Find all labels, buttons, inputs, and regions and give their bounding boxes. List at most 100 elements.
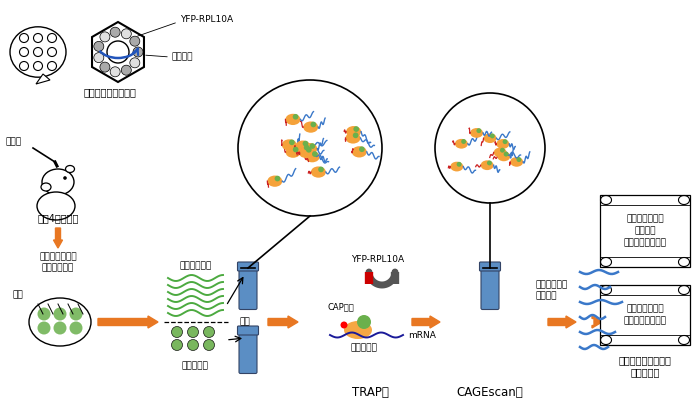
Ellipse shape — [497, 151, 510, 161]
Text: 細脹体の層: 細脹体の層 — [181, 362, 209, 370]
Circle shape — [53, 321, 66, 334]
Text: プルキンエ細脹: プルキンエ細脹 — [626, 214, 664, 224]
Circle shape — [100, 32, 110, 42]
Text: mRNA: mRNA — [408, 331, 436, 339]
FancyBboxPatch shape — [239, 267, 257, 309]
Circle shape — [517, 157, 522, 162]
Circle shape — [69, 308, 83, 321]
Ellipse shape — [494, 148, 507, 157]
FancyArrow shape — [268, 316, 298, 328]
Ellipse shape — [435, 93, 545, 203]
FancyBboxPatch shape — [480, 262, 500, 271]
Circle shape — [172, 339, 183, 351]
Circle shape — [503, 139, 507, 144]
FancyBboxPatch shape — [600, 285, 690, 345]
Circle shape — [204, 326, 214, 337]
Ellipse shape — [286, 147, 300, 158]
FancyBboxPatch shape — [237, 262, 258, 271]
Text: 特異的な発現: 特異的な発現 — [42, 263, 74, 273]
Ellipse shape — [303, 122, 319, 133]
Circle shape — [306, 147, 312, 153]
Circle shape — [121, 65, 132, 75]
Text: YFP-RPL10A: YFP-RPL10A — [351, 255, 405, 265]
Text: 微注入: 微注入 — [5, 138, 21, 146]
Text: 樹状突起の層: 樹状突起の層 — [180, 262, 212, 270]
Ellipse shape — [496, 139, 510, 149]
Circle shape — [94, 41, 104, 51]
Circle shape — [354, 126, 359, 132]
Circle shape — [302, 141, 308, 146]
Ellipse shape — [37, 192, 75, 220]
Circle shape — [309, 143, 315, 149]
Text: 特異的なタンパク質: 特異的なタンパク質 — [619, 355, 671, 365]
Ellipse shape — [450, 162, 463, 171]
Circle shape — [304, 145, 309, 150]
FancyArrow shape — [592, 316, 602, 328]
Text: TRAP法: TRAP法 — [351, 385, 388, 398]
Ellipse shape — [510, 157, 523, 167]
Text: プルキンエ細脹: プルキンエ細脹 — [39, 252, 77, 262]
Circle shape — [130, 36, 140, 46]
Text: 特異的タンパク質: 特異的タンパク質 — [624, 316, 666, 326]
Circle shape — [38, 308, 50, 321]
Circle shape — [461, 139, 466, 144]
Ellipse shape — [299, 147, 314, 158]
Circle shape — [94, 53, 104, 63]
Circle shape — [353, 133, 358, 138]
Text: 読み出し: 読み出し — [535, 291, 556, 301]
Circle shape — [311, 122, 316, 127]
Ellipse shape — [311, 166, 326, 178]
Circle shape — [503, 152, 509, 157]
Circle shape — [107, 41, 129, 63]
Circle shape — [63, 176, 66, 180]
Circle shape — [53, 308, 66, 321]
Text: CAGEscan法: CAGEscan法 — [456, 385, 524, 398]
Text: 分離: 分離 — [240, 318, 251, 326]
Circle shape — [204, 339, 214, 351]
Circle shape — [274, 176, 280, 181]
Ellipse shape — [10, 27, 66, 77]
FancyArrow shape — [98, 316, 158, 328]
Ellipse shape — [470, 128, 483, 138]
Ellipse shape — [346, 133, 360, 144]
Circle shape — [188, 339, 199, 351]
Circle shape — [38, 321, 50, 334]
Circle shape — [133, 47, 143, 57]
FancyBboxPatch shape — [600, 195, 690, 267]
Circle shape — [359, 146, 365, 152]
Circle shape — [130, 58, 140, 68]
Ellipse shape — [302, 143, 317, 154]
Circle shape — [289, 140, 295, 145]
Ellipse shape — [282, 139, 297, 150]
Circle shape — [172, 326, 183, 337]
Circle shape — [312, 151, 318, 157]
Ellipse shape — [344, 321, 372, 339]
Ellipse shape — [238, 80, 382, 216]
Text: 遗伝子情報の: 遗伝子情報の — [535, 280, 567, 290]
Text: YFP-RPL10A: YFP-RPL10A — [180, 15, 233, 25]
Ellipse shape — [352, 146, 367, 158]
Ellipse shape — [484, 133, 496, 143]
Text: のリスト化: のリスト化 — [630, 367, 659, 377]
Circle shape — [188, 326, 199, 337]
Text: カプシド: カプシド — [172, 53, 193, 61]
Ellipse shape — [295, 140, 310, 152]
Ellipse shape — [455, 139, 468, 149]
Circle shape — [121, 29, 132, 39]
Circle shape — [500, 148, 505, 153]
Polygon shape — [36, 74, 50, 84]
Circle shape — [293, 114, 298, 120]
Circle shape — [110, 67, 120, 77]
Text: 樹状突起: 樹状突起 — [634, 227, 656, 235]
Text: 小脳: 小脳 — [13, 291, 23, 300]
Circle shape — [456, 162, 461, 167]
Ellipse shape — [297, 145, 312, 156]
Circle shape — [69, 321, 83, 334]
FancyArrow shape — [548, 316, 576, 328]
Circle shape — [318, 166, 324, 172]
Ellipse shape — [66, 166, 74, 173]
Circle shape — [340, 321, 347, 329]
FancyBboxPatch shape — [481, 267, 499, 309]
Ellipse shape — [29, 298, 91, 346]
Ellipse shape — [41, 183, 51, 191]
